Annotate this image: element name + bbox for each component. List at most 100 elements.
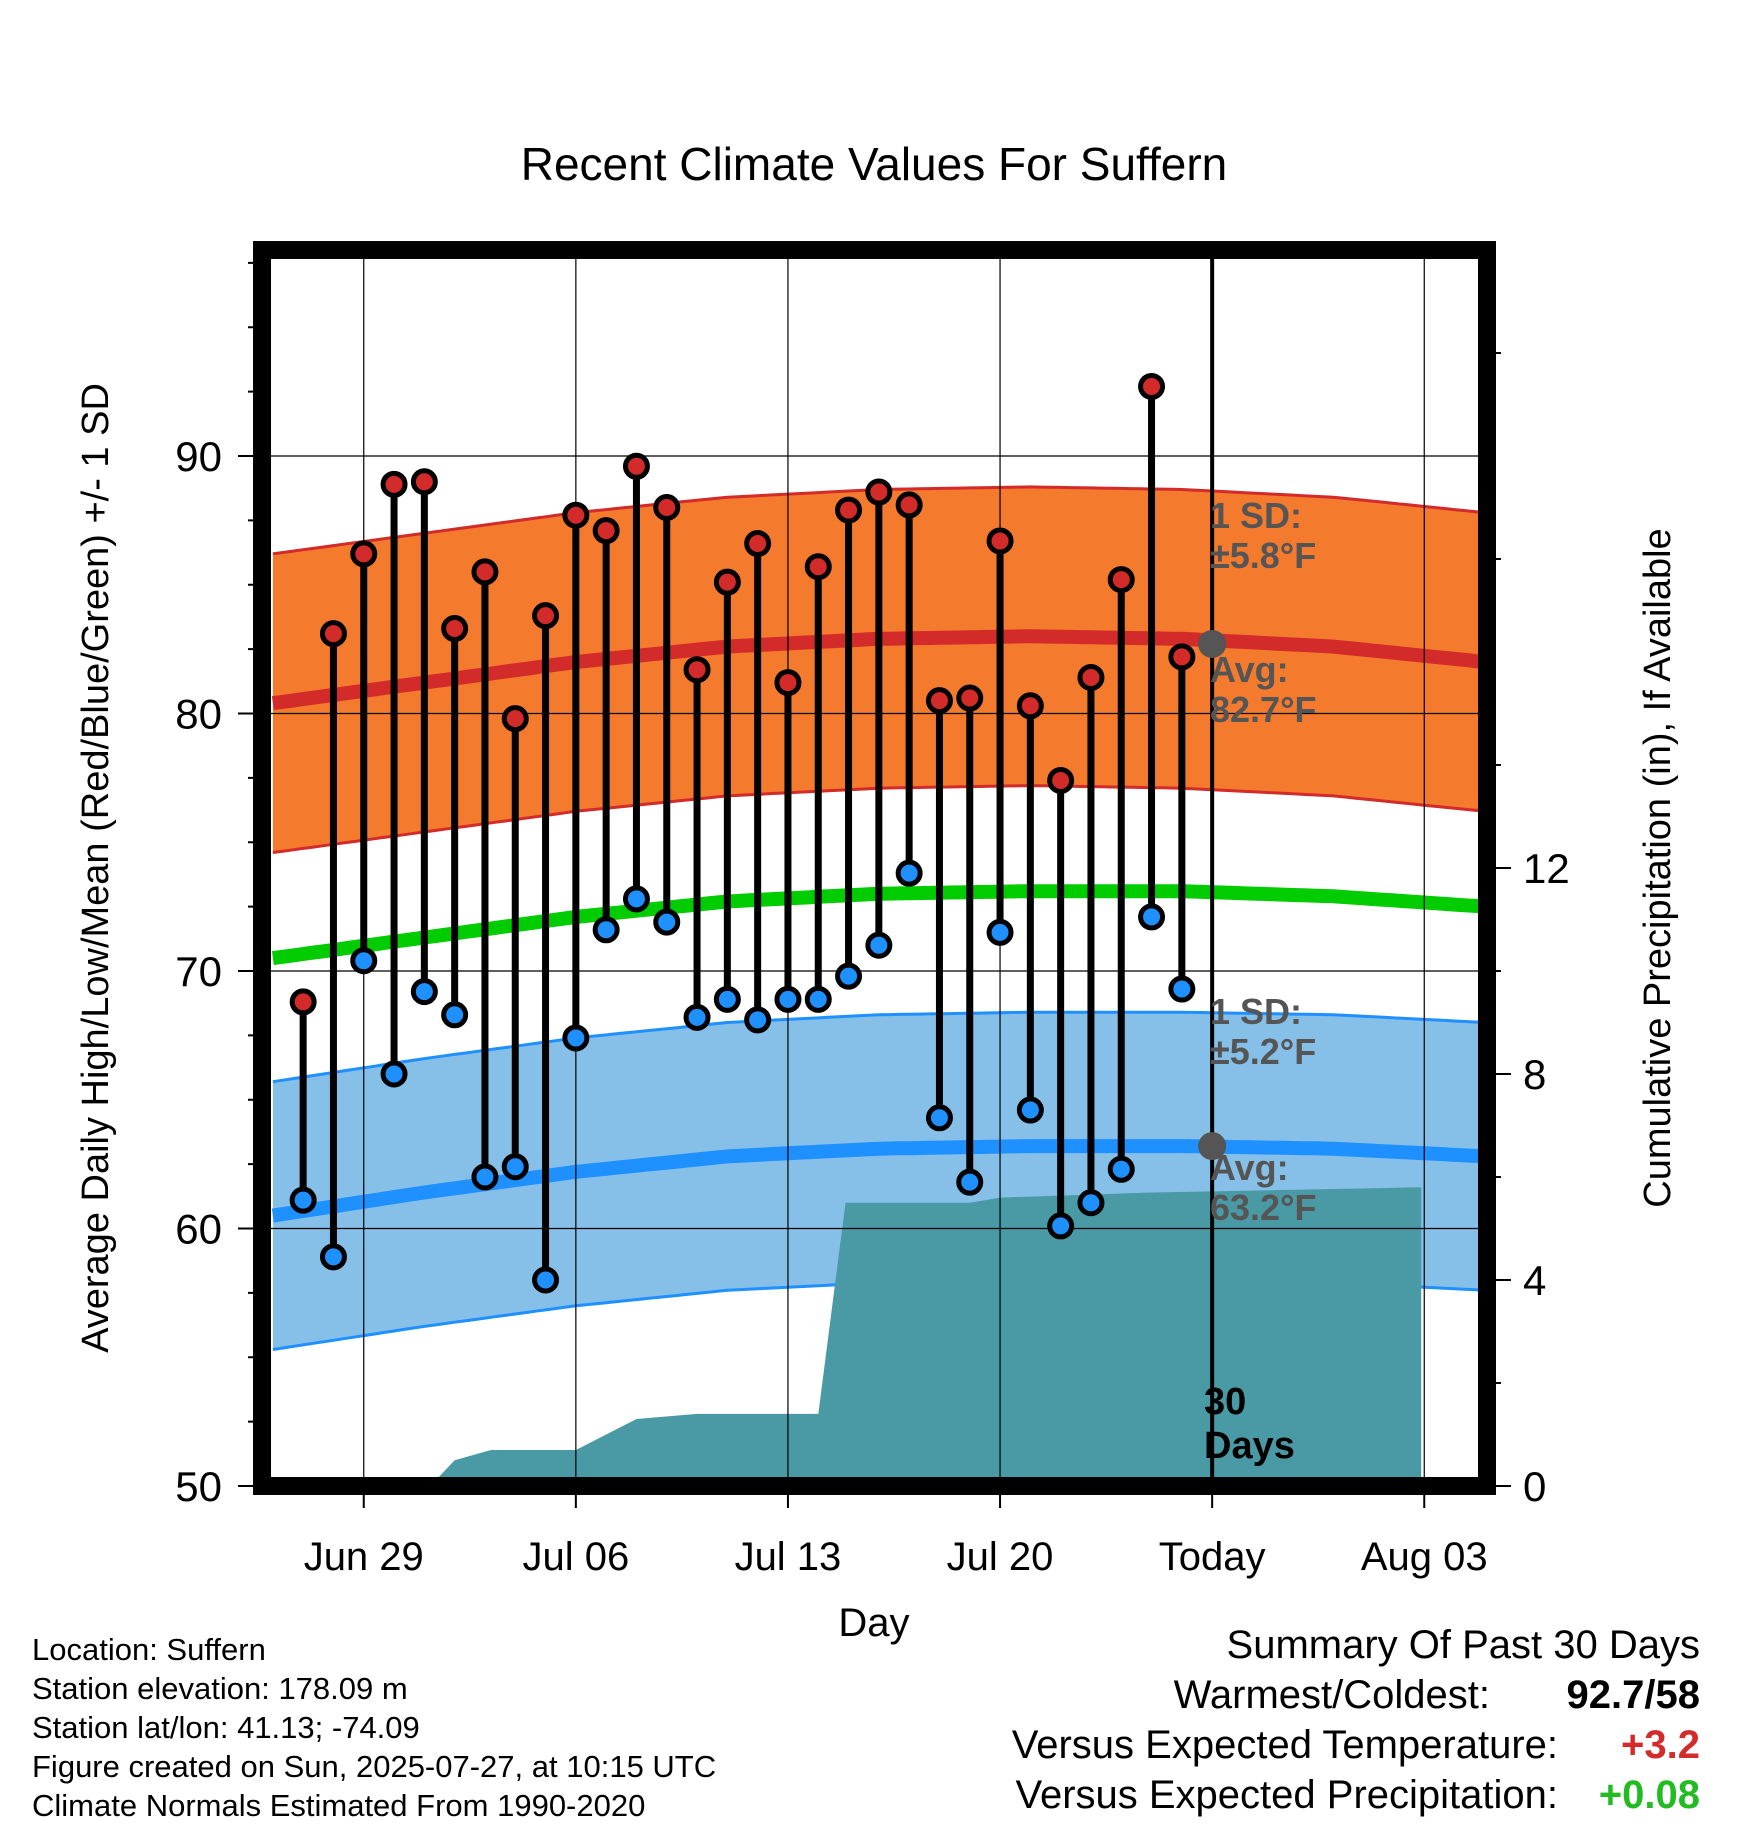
daily-low-point [441,1001,469,1029]
y-tick-label: 70 [175,948,222,995]
x-tick-label: Jul 20 [947,1535,1054,1579]
daily-low-point [1168,975,1196,1003]
precip-area [318,1187,1422,1486]
temp-label: Versus Expected Temperature: [1011,1723,1558,1767]
daily-high-point [350,540,378,568]
daily-high-point [441,615,469,643]
daily-low-point [713,985,741,1013]
low-sd-label: 1 SD: [1210,991,1302,1032]
summary-warm-cold: Warmest/Coldest: 92.7/58 [1012,1670,1700,1720]
x-tick-label: Jun 29 [304,1535,424,1579]
x-axis-label: Day [838,1601,909,1645]
daily-low-point [744,1006,772,1034]
days-count-label: 30 [1204,1381,1246,1423]
high-avg-marker [1198,629,1227,658]
y2-tick-label: 12 [1523,845,1570,892]
summary-temp: Versus Expected Temperature: +3.2 [1012,1720,1700,1770]
summary-precip: Versus Expected Precipitation: +0.08 [1012,1770,1700,1820]
daily-high-point [1107,566,1135,594]
elevation-text: Station elevation: 178.09 m [32,1671,408,1706]
daily-low-point [380,1060,408,1088]
daily-high-point [1077,663,1105,691]
y-axis-label: Average Daily High/Low/Mean (Red/Blue/Gr… [75,383,117,1353]
low-sd-value: ±5.2°F [1210,1031,1316,1072]
daily-high-point [1016,692,1044,720]
daily-low-point [532,1266,560,1294]
y-tick-label: 50 [175,1463,222,1510]
daily-high-point [471,558,499,586]
y2-tick-label: 8 [1523,1051,1546,1098]
daily-low-point [1138,903,1166,931]
daily-high-point [1047,766,1075,794]
y-tick-label: 90 [175,433,222,480]
daily-high-point [1138,372,1166,400]
daily-low-point [289,1186,317,1214]
daily-high-point [622,452,650,480]
temp-value: +3.2 [1621,1723,1700,1767]
location-text: Location: Suffern [32,1632,266,1667]
latlon-text: Station lat/lon: 41.13; -74.09 [32,1710,420,1745]
low-avg-value: 63.2°F [1210,1187,1316,1228]
high-avg-value: 82.7°F [1210,689,1316,730]
daily-high-point [744,530,772,558]
days-word-label: Days [1204,1425,1295,1467]
daily-low-point [410,978,438,1006]
daily-low-point [501,1153,529,1181]
daily-low-point [774,985,802,1013]
daily-low-point [804,985,832,1013]
y2-tick-label: 0 [1523,1463,1546,1510]
daily-low-point [925,1104,953,1132]
daily-high-point [319,620,347,648]
summary-title: Summary Of Past 30 Days [1226,1623,1700,1667]
daily-low-point [653,908,681,936]
warm-cold-label: Warmest/Coldest: [1173,1673,1490,1717]
daily-high-point [562,501,590,529]
daily-high-point [804,553,832,581]
summary-panel: Summary Of Past 30 Days Warmest/Coldest:… [1012,1620,1700,1820]
daily-low-point [986,918,1014,946]
daily-high-point [865,478,893,506]
daily-high-point [895,491,923,519]
daily-high-point [713,568,741,596]
x-tick-label: Aug 03 [1361,1535,1488,1579]
high-sd-label: 1 SD: [1210,495,1302,536]
daily-low-point [895,859,923,887]
x-tick-label: Jul 06 [522,1535,629,1579]
daily-low-point [865,931,893,959]
daily-low-point [592,916,620,944]
daily-high-point [380,470,408,498]
x-tick-label: Today [1159,1535,1266,1579]
daily-high-point [835,496,863,524]
daily-low-point [319,1243,347,1271]
daily-high-point [986,527,1014,555]
y-tick-label: 80 [175,691,222,738]
daily-high-point [653,494,681,521]
warm-cold-value: 92.7/58 [1566,1673,1700,1717]
daily-high-point [683,656,711,684]
y-tick-label: 60 [175,1206,222,1253]
precip-value: +0.08 [1598,1773,1700,1817]
daily-low-point [1077,1189,1105,1217]
daily-high-point [501,705,529,733]
daily-low-point [350,947,378,975]
low-sd-band-upper-edge [272,1010,1485,1084]
daily-low-point [1047,1212,1075,1240]
daily-low-point [683,1003,711,1031]
daily-low-point [956,1168,984,1196]
daily-high-point [956,684,984,712]
x-tick-label: Jul 13 [735,1535,842,1579]
normals-text: Climate Normals Estimated From 1990-2020 [32,1788,646,1823]
daily-low-point [562,1024,590,1052]
daily-low-point [1107,1155,1135,1183]
low-avg-marker [1198,1132,1227,1161]
daily-high-point [410,468,438,496]
daily-low-point [835,962,863,990]
daily-high-point [592,517,620,545]
precip-label: Versus Expected Precipitation: [1015,1773,1558,1817]
high-sd-value: ±5.8°F [1210,535,1316,576]
daily-high-point [774,669,802,697]
created-text: Figure created on Sun, 2025-07-27, at 10… [32,1749,717,1784]
daily-high-point [925,687,953,715]
